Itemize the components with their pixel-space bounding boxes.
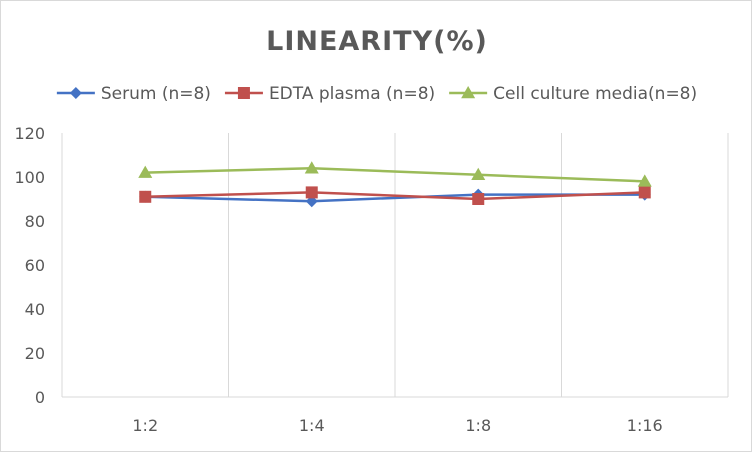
y-tick-label: 40 [25,300,45,319]
legend-marker [237,87,250,99]
legend-label: Cell culture media(n=8) [493,84,697,104]
x-tick-label: 1:2 [132,416,158,435]
x-tick-label: 1:8 [465,416,491,435]
y-tick-label: 100 [14,168,45,187]
x-axis-ticks: 1:2 1:4 1:8 1:16 [132,416,662,435]
series-1 [139,186,651,205]
y-tick-label: 20 [25,344,45,363]
series-layer [138,161,652,208]
legend-item: Serum (n=8) [56,84,211,104]
data-point-marker [305,186,318,199]
data-point-marker [138,165,153,178]
data-point-marker [304,161,319,174]
data-point-marker [471,167,486,181]
legend-label: Serum (n=8) [101,84,211,104]
y-tick-label: 80 [25,212,45,231]
gridlines [61,133,729,397]
data-point-marker [637,174,652,187]
legend-label: EDTA plasma (n=8) [269,84,435,104]
y-axis-ticks: 0 20 40 60 80 100 120 [14,124,45,407]
y-tick-label: 120 [14,124,45,143]
series-2 [138,161,652,187]
y-tick-label: 60 [25,256,45,275]
data-point-marker [472,193,485,205]
data-point-marker [638,186,651,199]
legend-item: EDTA plasma (n=8) [224,84,435,104]
chart-title: LINEARITY(%) [266,26,488,57]
legend-item: Cell culture media(n=8) [449,84,697,104]
legend-marker [461,86,476,99]
x-tick-label: 1:16 [627,416,663,435]
legend: Serum (n=8) EDTA plasma (n=8) Cell culture… [56,84,697,104]
y-tick-label: 0 [35,388,45,407]
legend-marker [69,87,82,99]
x-tick-label: 1:4 [299,416,325,435]
data-point-marker [139,190,152,203]
series-line [145,166,645,183]
series-line [145,191,645,201]
